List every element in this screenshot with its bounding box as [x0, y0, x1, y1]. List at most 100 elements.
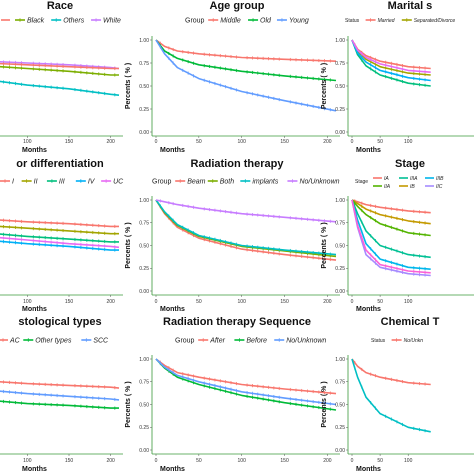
x-tick-label: 50: [377, 458, 383, 464]
panel-title: stological types: [18, 316, 101, 328]
legend-label: II: [34, 178, 38, 185]
y-tick-label: 0.50: [335, 84, 345, 90]
x-tick-label: 200: [106, 458, 115, 464]
km-curve-iia: [351, 199, 431, 237]
x-axis-label: Months: [160, 306, 185, 313]
y-tick-label: 0.25: [335, 107, 345, 113]
y-tick-label: 0.25: [335, 266, 345, 272]
legend-label: III: [59, 178, 65, 185]
y-tick-label: 0.25: [139, 425, 149, 431]
legend-label: IA: [384, 176, 389, 182]
legend-label: Beam: [187, 178, 205, 185]
y-tick-label: 0.00: [139, 289, 149, 295]
x-tick-label: 50: [377, 139, 383, 145]
y-axis-label: Percents ( % ): [125, 63, 132, 109]
km-curve-no-unkn: [351, 358, 431, 386]
y-tick-label: 0.50: [139, 84, 149, 90]
x-tick-label: 50: [196, 458, 202, 464]
x-axis-label: Months: [160, 466, 185, 473]
legend-title: Group: [175, 337, 195, 344]
panel-marital: Marital s 0.00 0.25 0.50 0.75 1.00 Percents ( …: [321, 0, 474, 154]
km-curve-ii: [0, 225, 119, 235]
x-tick-label: 50: [196, 139, 202, 145]
y-tick-label: 0.00: [139, 130, 149, 136]
x-tick-label: 0: [351, 139, 354, 145]
x-axis-label: Months: [356, 147, 381, 154]
x-axis-label: Months: [160, 147, 185, 154]
km-curve-scc: [0, 390, 120, 401]
y-tick-label: 0.75: [335, 380, 345, 386]
x-tick-label: 150: [65, 139, 74, 145]
y-tick-label: 1.00: [335, 198, 345, 204]
km-curve-no-unknown: [155, 199, 337, 223]
y-tick-label: 0.50: [139, 402, 149, 408]
y-tick-label: 1.00: [139, 357, 149, 363]
x-tick-label: 100: [23, 139, 32, 145]
legend-title: Stage: [355, 179, 368, 185]
legend-label: implants: [252, 178, 279, 185]
y-axis-label: Percents ( % ): [321, 63, 328, 109]
x-tick-label: 150: [280, 458, 289, 464]
x-tick-label: 150: [65, 458, 74, 464]
legend-label: No/Unknown: [286, 337, 326, 344]
legend-label: IIIB: [436, 176, 444, 182]
y-tick-label: 0.00: [139, 448, 149, 454]
y-tick-label: 1.00: [139, 38, 149, 44]
km-curve-implants: [155, 199, 337, 256]
y-tick-label: 1.00: [335, 38, 345, 44]
y-tick-label: 0.50: [335, 243, 345, 249]
x-tick-label: 100: [238, 299, 247, 305]
panel-title: or differentiation: [16, 158, 104, 170]
x-tick-label: 150: [280, 299, 289, 305]
y-axis-label: Percents ( % ): [321, 222, 328, 268]
x-tick-label: 100: [238, 139, 247, 145]
legend-label: Before: [246, 337, 267, 344]
y-tick-label: 0.00: [335, 448, 345, 454]
panel-title: Chemical T: [381, 316, 440, 328]
x-axis-label: Months: [22, 306, 47, 313]
x-tick-label: 100: [404, 139, 413, 145]
panel-age: Age group 0.00 0.25 0.50 0.75 1.00 Percents ( …: [125, 0, 340, 154]
km-curve-series-6: [351, 199, 431, 274]
x-axis-label: Months: [356, 306, 381, 313]
panel-title: Radiation therapy: [191, 158, 285, 170]
km-curve-uc: [0, 236, 120, 249]
x-tick-label: 0: [155, 139, 158, 145]
km-curve-iv: [0, 240, 119, 251]
x-tick-label: 200: [106, 139, 115, 145]
km-curve-ac: [0, 380, 120, 389]
legend-label: Old: [260, 17, 272, 24]
panel-radiation: Radiation therapy 0.00 0.25 0.50 0.75 1.00 Per…: [125, 158, 340, 313]
y-tick-label: 0.00: [335, 130, 345, 136]
panel-title: Stage: [395, 158, 425, 170]
panel-title: Radiation therapy Sequence: [163, 316, 311, 328]
legend-label: White: [103, 17, 121, 24]
x-tick-label: 200: [106, 299, 115, 305]
legend-title: Group: [185, 17, 205, 24]
km-curve-series-3: [351, 39, 431, 82]
x-tick-label: 200: [323, 299, 332, 305]
y-tick-label: 0.00: [335, 289, 345, 295]
km-curve-no-unknown: [155, 358, 337, 406]
km-curve-iiia: [351, 199, 431, 259]
km-curve-ib: [351, 199, 431, 225]
x-tick-label: 200: [323, 458, 332, 464]
x-axis-label: Months: [22, 466, 47, 473]
panel-title: Age group: [210, 0, 265, 12]
km-curve-other-types: [0, 400, 119, 409]
y-tick-label: 0.75: [335, 221, 345, 227]
x-tick-label: 100: [23, 299, 32, 305]
km-curve-black: [0, 65, 119, 76]
y-tick-label: 0.25: [335, 425, 345, 431]
legend-label: IIC: [436, 184, 443, 190]
km-curve-after: [155, 358, 337, 395]
legend-label: I: [12, 178, 14, 185]
km-curve-series-1: [351, 358, 431, 433]
km-curve-series-3: [0, 62, 119, 70]
x-tick-label: 0: [351, 299, 354, 305]
y-tick-label: 0.75: [335, 61, 345, 67]
y-tick-label: 0.75: [139, 380, 149, 386]
panel-title: Race: [47, 0, 73, 12]
legend-label: Both: [220, 178, 235, 185]
